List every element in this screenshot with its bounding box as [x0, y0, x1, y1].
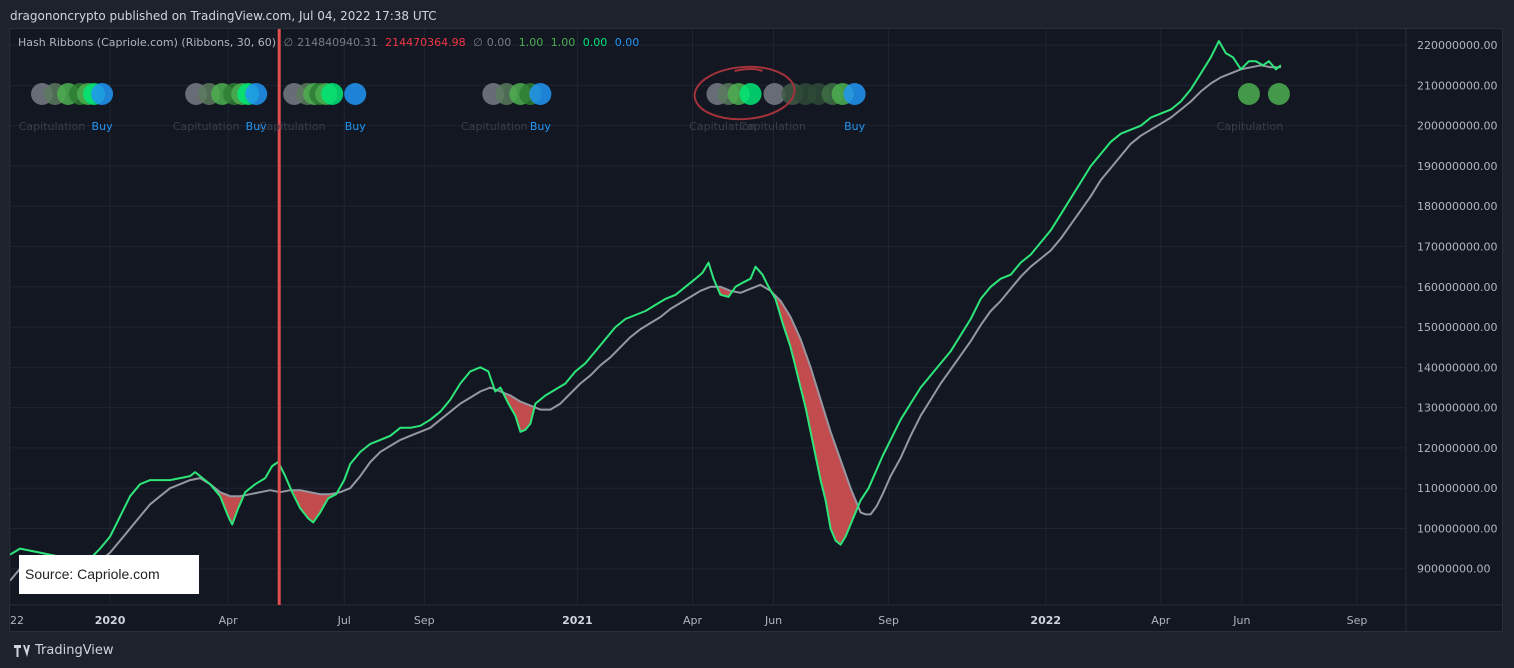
- annotation-circle-tail: [734, 68, 763, 72]
- x-tick-label: Sep: [878, 614, 899, 627]
- capitulation-label: Capitulation: [689, 120, 756, 133]
- x-tick-label: Apr: [683, 614, 703, 627]
- x-tick-label: Jun: [764, 614, 782, 627]
- x-tick-label: Sep: [1347, 614, 1368, 627]
- signal-dot: [245, 83, 268, 105]
- indicator-legend: Hash Ribbons (Capriole.com) (Ribbons, 30…: [18, 36, 643, 49]
- chart-frame[interactable]: [9, 28, 1503, 632]
- legend-value-7: 0.00: [614, 36, 640, 49]
- legend-value-6: 0.00: [582, 36, 608, 49]
- signal-dot: [321, 83, 344, 105]
- x-tick-label: Jul: [337, 614, 351, 627]
- x-tick-label: 2020: [95, 614, 126, 627]
- publisher-line: dragononcrypto published on TradingView.…: [10, 9, 437, 23]
- x-tick-label: 2022: [1030, 614, 1061, 627]
- capitulation-label: Capitulation: [1217, 120, 1284, 133]
- buy-label: Buy: [92, 120, 114, 133]
- capitulation-fill: [282, 470, 345, 522]
- y-tick-label: 130000000.00: [1417, 402, 1497, 415]
- annotation-circle: [693, 65, 796, 121]
- footer-brand: TradingView: [35, 643, 114, 658]
- x-tick-label: 2021: [562, 614, 593, 627]
- capitulation-label: Capitulation: [461, 120, 528, 133]
- y-tick-label: 220000000.00: [1417, 39, 1497, 52]
- capitulation-label: Capitulation: [259, 120, 326, 133]
- footer[interactable]: TradingView: [14, 643, 114, 658]
- x-tick-label: Apr: [1151, 614, 1171, 627]
- capitulation-label: Capitulation: [19, 120, 86, 133]
- y-tick-label: 120000000.00: [1417, 442, 1497, 455]
- legend-value-4: 1.00: [518, 36, 544, 49]
- buy-label: Buy: [530, 120, 552, 133]
- null-symbol: ∅: [283, 36, 294, 49]
- y-tick-label: 180000000.00: [1417, 200, 1497, 213]
- signal-dot: [843, 83, 866, 105]
- y-tick-label: 90000000.00: [1417, 563, 1490, 576]
- fast-ribbon-line: [10, 40, 1282, 562]
- source-box: Source: Capriole.com: [19, 555, 199, 594]
- capitulation-fill: [488, 371, 563, 432]
- capitulation-fill: [708, 262, 869, 545]
- y-tick-label: 140000000.00: [1417, 361, 1497, 374]
- event-marker-line: [277, 29, 281, 605]
- legend-value-2: 214470364.98: [385, 36, 466, 49]
- signal-dot: [344, 83, 367, 105]
- buy-label: Buy: [246, 120, 268, 133]
- x-tick-label: 22: [10, 614, 24, 627]
- capitulation-fill: [198, 466, 273, 525]
- y-tick-label: 100000000.00: [1417, 522, 1497, 535]
- signal-dot: [91, 83, 114, 105]
- capitulation-label: Capitulation: [173, 120, 240, 133]
- signal-dot: [1237, 83, 1260, 105]
- signal-dot: [1267, 83, 1290, 105]
- y-tick-label: 110000000.00: [1417, 482, 1497, 495]
- y-tick-label: 150000000.00: [1417, 321, 1497, 334]
- buy-label: Buy: [844, 120, 866, 133]
- buy-label: Buy: [345, 120, 367, 133]
- plot-area: [10, 40, 1282, 582]
- y-tick-label: 160000000.00: [1417, 281, 1497, 294]
- y-tick-label: 200000000.00: [1417, 120, 1497, 133]
- signal-dot: [763, 83, 786, 105]
- null-symbol-2: ∅: [473, 36, 483, 49]
- legend-value-5: 1.00: [550, 36, 576, 49]
- x-tick-label: Sep: [414, 614, 435, 627]
- slow-ribbon-line: [10, 64, 1281, 582]
- signal-dot: [529, 83, 552, 105]
- y-tick-label: 170000000.00: [1417, 241, 1497, 254]
- indicator-title: Hash Ribbons (Capriole.com) (Ribbons, 30…: [18, 36, 277, 49]
- x-tick-label: Jun: [1232, 614, 1250, 627]
- x-tick-label: Apr: [219, 614, 239, 627]
- legend-value-3: 0.00: [486, 36, 512, 49]
- tradingview-logo-icon: [14, 644, 30, 657]
- signal-dot: [739, 83, 762, 105]
- y-tick-label: 190000000.00: [1417, 160, 1497, 173]
- y-tick-label: 210000000.00: [1417, 79, 1497, 92]
- legend-value-1: 214840940.31: [297, 36, 378, 49]
- capitulation-label: Capitulation: [739, 120, 806, 133]
